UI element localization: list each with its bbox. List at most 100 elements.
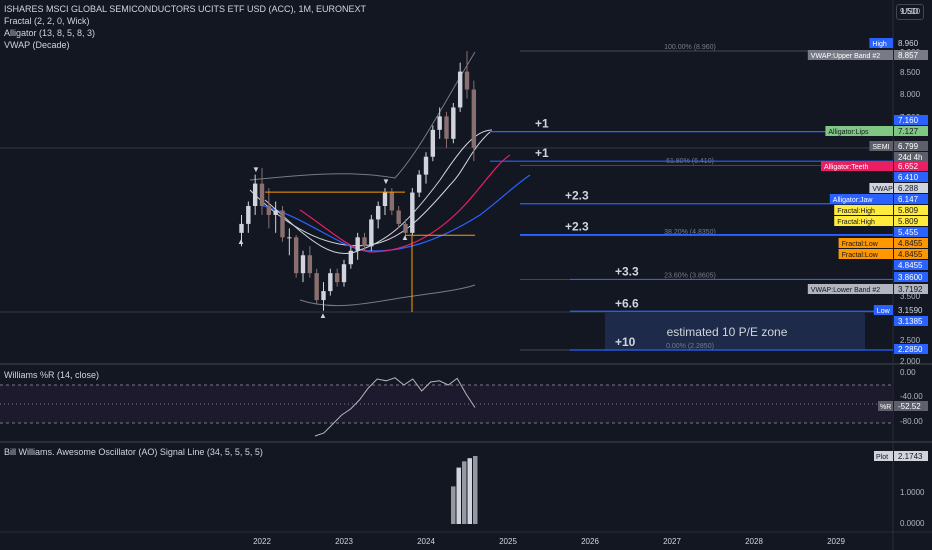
williams-tick: -40.00 <box>900 392 923 401</box>
price-label-name-bg <box>825 126 893 136</box>
time-tick: 2028 <box>745 537 763 546</box>
williams-tick: -80.00 <box>900 417 923 426</box>
candles <box>239 51 477 311</box>
price-label-value: 7.160 <box>898 116 919 125</box>
indicator-alligator[interactable]: Alligator (13, 8, 5, 8, 3) <box>4 28 96 38</box>
williams-band <box>0 385 893 423</box>
candle-body <box>300 255 306 274</box>
candle-body <box>375 205 381 220</box>
candle-body <box>430 129 436 157</box>
pe-zone-rect[interactable] <box>605 312 865 350</box>
candle-body <box>246 205 251 224</box>
price-label-name: Alligator:Teeth <box>824 164 868 171</box>
fractals: ▼ ▼ ▲ ▲ ▲ <box>237 165 475 320</box>
alligator-teeth <box>299 154 511 253</box>
williams-label-value: -52.52 <box>898 402 921 411</box>
price-label-value: 3.7192 <box>898 285 923 294</box>
williams-label-name: %R <box>880 404 891 411</box>
time-tick: 2023 <box>335 537 353 546</box>
multiplier-label: +3.3 <box>615 264 639 278</box>
multiplier-label: +2.3 <box>565 189 589 203</box>
price-label-name-bg <box>869 38 893 48</box>
fractal-marker-icon: ▲ <box>401 233 409 242</box>
price-label-name: VWAP:Upper Band #2 <box>811 53 880 60</box>
ao-bar <box>467 458 472 524</box>
price-label-name-bg <box>869 141 893 151</box>
time-tick: 2024 <box>417 537 435 546</box>
candle-body <box>396 210 401 224</box>
candle-body <box>239 223 244 233</box>
price-label-value-bg <box>894 183 928 193</box>
price-label-value: 6.288 <box>898 184 919 193</box>
price-label-name-bg <box>834 205 893 215</box>
price-label-name-bg <box>834 216 893 226</box>
candle-body <box>314 273 319 301</box>
candle-body <box>348 250 354 265</box>
price-label-value-bg <box>894 161 928 171</box>
candle-body <box>423 156 429 175</box>
ao-tick: 1.0000 <box>900 488 925 497</box>
price-label-value: 5.809 <box>898 206 919 215</box>
price-label-value: 3.1385 <box>898 317 923 326</box>
ao-bars <box>451 456 478 524</box>
indicator-vwap[interactable]: VWAP (Decade) <box>4 40 70 50</box>
price-label-value-bg <box>894 141 928 151</box>
price-label-value-bg <box>894 38 928 48</box>
price-label-name: Alligator:Jaw <box>833 197 874 204</box>
price-label-name: Low <box>877 308 891 315</box>
price-label-value: 8.857 <box>898 51 919 60</box>
candle-body <box>389 192 395 211</box>
price-label-value: 7.127 <box>898 127 919 136</box>
vwap-bands <box>249 51 491 307</box>
candle-body <box>266 205 272 215</box>
ao-label-value: 2.1743 <box>898 452 923 461</box>
price-label-value-bg <box>894 344 928 354</box>
price-label-value-bg <box>894 194 928 204</box>
price-label-value: 5.455 <box>898 228 919 237</box>
candle-body <box>382 192 388 206</box>
time-axis[interactable]: 2022 2023 2024 2025 2026 2027 2028 2029 <box>253 537 845 546</box>
vwap-upper-band <box>249 51 476 181</box>
price-label-name-bg <box>838 238 893 248</box>
price-label-value-bg <box>894 115 928 125</box>
alligator-lips <box>264 129 493 255</box>
ao-title: Bill Williams. Awesome Oscillator (AO) S… <box>4 447 263 457</box>
price-label-name: Fractal:High <box>837 208 875 215</box>
candle-body <box>457 71 463 108</box>
candle-body <box>307 255 313 274</box>
ao-tick: 0.0000 <box>900 519 925 528</box>
indicator-fractal[interactable]: Fractal (2, 2, 0, Wick) <box>4 16 90 26</box>
price-label-value: 4.8455 <box>898 250 923 259</box>
candle-body <box>451 107 456 139</box>
fractal-marker-icon: ▲ <box>319 311 327 320</box>
candle-body <box>444 116 449 139</box>
price-label-value-bg <box>894 272 928 282</box>
price-label-value: 6.799 <box>898 142 919 151</box>
candle-body <box>410 192 415 233</box>
price-label-value-bg <box>894 260 928 270</box>
price-label-name: VWAP:Lower Band #2 <box>811 287 880 294</box>
candle-body <box>355 237 360 251</box>
time-tick: 2022 <box>253 537 271 546</box>
williams-label-bg <box>878 401 893 411</box>
pe-zone-label: estimated 10 P/E zone <box>667 325 788 339</box>
price-label-value: 6.652 <box>898 162 919 171</box>
fib-level-label: 38.20% (4.8350) <box>664 229 716 236</box>
price-label-value-bg <box>894 238 928 248</box>
price-label-name: Fractal:Low <box>842 241 879 248</box>
price-label-value: 3.8600 <box>898 273 923 282</box>
fib-level-label: 100.00% (8.960) <box>664 44 716 51</box>
williams-value-bg <box>894 401 928 411</box>
price-label-name-bg <box>807 50 893 60</box>
price-label-value-bg <box>894 227 928 237</box>
candle-body <box>321 291 326 301</box>
price-label-value: 3.1590 <box>898 306 923 315</box>
price-label-name: Alligator:Lips <box>828 129 869 136</box>
currency-button[interactable]: USD <box>896 4 924 20</box>
williams-tick: 0.00 <box>900 368 916 377</box>
price-tick: 2.000 <box>900 357 921 366</box>
price-label-name: Fractal:High <box>837 219 875 226</box>
price-label-value-bg <box>894 284 928 294</box>
price-label-value-bg <box>894 50 928 60</box>
